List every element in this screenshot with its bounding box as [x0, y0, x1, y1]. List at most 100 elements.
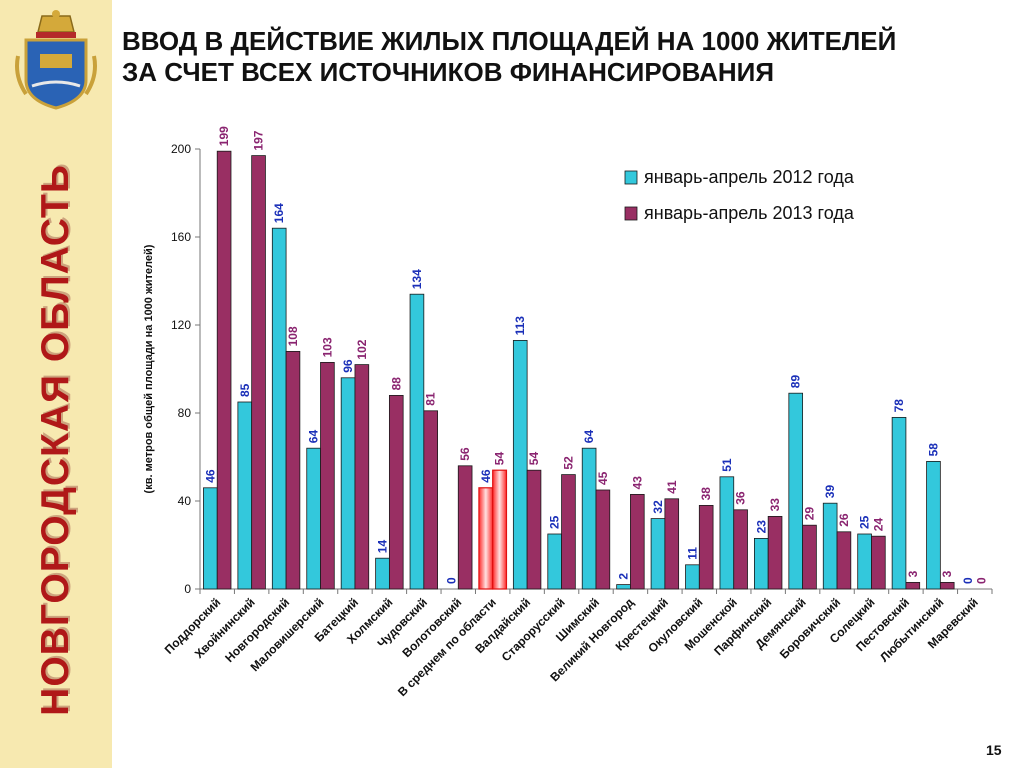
bar-s2-17 — [802, 524, 817, 590]
value-label-s2-16: 33 — [768, 498, 782, 512]
bar-s1-18 — [822, 502, 838, 590]
value-label-s2-14: 38 — [699, 487, 713, 501]
y-tick-label: 120 — [171, 318, 191, 332]
value-label-s2-21: 3 — [940, 570, 954, 577]
bar-s2-7 — [457, 465, 473, 590]
bar-s2-11 — [595, 489, 611, 590]
value-label-s2-2: 108 — [286, 326, 300, 346]
bar-s1-3 — [306, 447, 321, 590]
value-label-s1-9: 113 — [513, 316, 527, 336]
bar-s2-8 — [492, 469, 508, 590]
bar-s1-14 — [685, 564, 700, 590]
value-label-s1-6: 134 — [410, 269, 424, 289]
bar-s2-3 — [320, 361, 335, 590]
slide-title-line-1: ВВОД В ДЕЙСТВИЕ ЖИЛЫХ ПЛОЩАДЕЙ НА 1000 Ж… — [122, 26, 897, 56]
bar-s2-20 — [905, 581, 921, 590]
value-label-s2-0: 199 — [217, 126, 231, 146]
bar-s1-10 — [547, 533, 562, 590]
bar-s1-2 — [271, 227, 287, 590]
y-tick-label: 80 — [178, 406, 192, 420]
slide-title: ВВОД В ДЕЙСТВИЕ ЖИЛЫХ ПЛОЩАДЕЙ НА 1000 Ж… — [122, 26, 1002, 88]
value-label-s1-19: 25 — [858, 515, 872, 529]
bar-s2-4 — [354, 364, 370, 590]
value-label-s1-22: 0 — [961, 577, 975, 584]
bar-s1-11 — [581, 447, 597, 590]
bar-s1-9 — [512, 339, 528, 590]
category-label-1: Хвойнинский — [192, 595, 258, 661]
value-label-s1-4: 96 — [341, 359, 355, 373]
value-label-s1-3: 64 — [307, 430, 321, 444]
bar-s1-13 — [650, 518, 666, 590]
slide-title-line-2: ЗА СЧЕТ ВСЕХ ИСТОЧНИКОВ ФИНАНСИРОВАНИЯ — [122, 57, 775, 87]
bar-s2-16 — [767, 515, 783, 590]
legend-label-1: январь-апрель 2012 года — [644, 167, 855, 187]
value-label-s1-20: 78 — [892, 399, 906, 413]
value-label-s1-5: 14 — [376, 540, 390, 554]
bar-s2-12 — [630, 493, 645, 590]
coat-of-arms-icon — [15, 10, 97, 110]
bar-s1-5 — [375, 557, 390, 590]
bar-s2-21 — [939, 581, 955, 590]
y-tick-label: 0 — [184, 582, 191, 596]
bar-s2-6 — [423, 410, 438, 590]
bar-s1-8 — [478, 487, 494, 590]
bar-s2-15 — [733, 509, 748, 590]
bar-s2-14 — [698, 504, 714, 590]
legend-swatch-1 — [624, 170, 638, 185]
value-label-s1-18: 39 — [823, 485, 837, 499]
bar-s1-4 — [340, 377, 356, 590]
value-label-s2-9: 54 — [527, 452, 541, 466]
bar-s1-1 — [237, 401, 253, 590]
bar-s1-15 — [719, 476, 735, 590]
bar-s1-12 — [616, 584, 631, 590]
value-label-s1-10: 25 — [548, 515, 562, 529]
bar-s1-19 — [857, 533, 872, 590]
value-label-s2-7: 56 — [458, 447, 472, 461]
value-label-s2-4: 102 — [355, 339, 369, 359]
bar-s2-1 — [251, 155, 266, 590]
y-axis-label: (кв. метров общей площади на 1000 жителе… — [143, 244, 155, 493]
y-tick-label: 40 — [178, 494, 192, 508]
value-label-s1-16: 23 — [754, 520, 768, 534]
bar-s1-16 — [754, 537, 769, 590]
value-label-s1-8: 46 — [479, 469, 493, 483]
y-tick-label: 160 — [171, 230, 191, 244]
legend-swatch-2 — [624, 206, 638, 221]
bar-s2-9 — [526, 469, 542, 590]
value-label-s2-12: 43 — [630, 476, 644, 490]
value-label-s1-11: 64 — [582, 430, 596, 444]
value-label-s1-2: 164 — [272, 203, 286, 223]
value-label-s2-18: 26 — [837, 513, 851, 527]
value-label-s2-6: 81 — [424, 392, 438, 406]
value-label-s1-17: 89 — [789, 375, 803, 389]
bar-s1-6 — [409, 293, 425, 590]
value-label-s2-19: 24 — [871, 518, 885, 532]
bar-s2-0 — [216, 150, 232, 590]
value-label-s1-14: 11 — [685, 547, 699, 560]
value-label-s1-15: 51 — [720, 458, 734, 472]
y-tick-label: 200 — [171, 142, 191, 156]
bar-s2-2 — [285, 350, 301, 590]
bar-s2-5 — [388, 394, 404, 590]
bar-s2-18 — [836, 531, 852, 590]
value-label-s1-1: 85 — [238, 383, 252, 397]
value-label-s2-10: 52 — [561, 456, 575, 470]
value-label-s1-12: 2 — [617, 573, 631, 580]
value-label-s2-13: 41 — [665, 480, 679, 494]
value-label-s2-20: 3 — [906, 570, 920, 577]
value-label-s2-11: 45 — [596, 471, 610, 485]
page-number: 15 — [986, 742, 1002, 758]
value-label-s2-22: 0 — [975, 577, 989, 584]
value-label-s2-15: 36 — [734, 491, 748, 505]
bar-s1-0 — [203, 487, 218, 590]
value-label-s1-21: 58 — [926, 443, 940, 457]
sidebar-panel: НОВГОРОДСКАЯ ОБЛАСТЬ — [0, 0, 112, 768]
bar-s2-19 — [871, 535, 886, 590]
legend-label-2: январь-апрель 2013 года — [644, 203, 855, 223]
bar-s1-21 — [926, 460, 941, 590]
value-label-s1-13: 32 — [651, 500, 665, 514]
value-label-s2-3: 103 — [320, 337, 334, 357]
bar-s2-10 — [561, 474, 576, 590]
value-label-s2-8: 54 — [493, 452, 507, 466]
